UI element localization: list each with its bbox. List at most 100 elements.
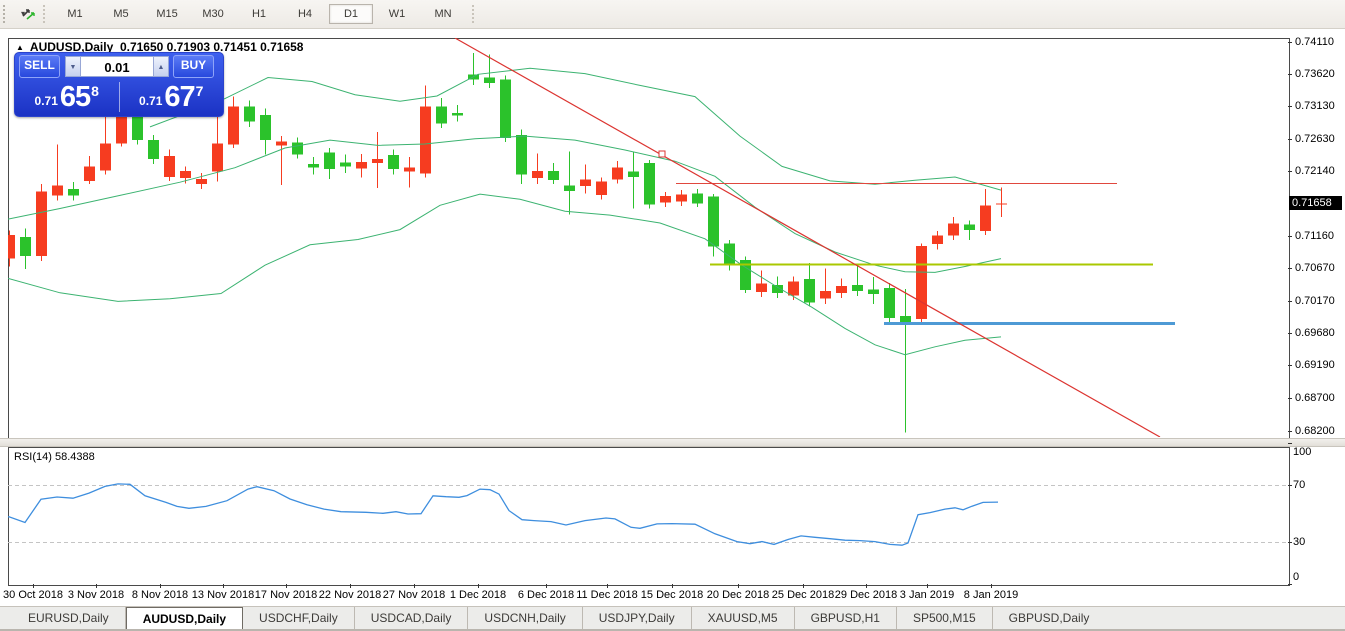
candle-body <box>660 196 671 203</box>
date-axis-label: 17 Nov 2018 <box>254 589 318 601</box>
chart-tab-usdcnh[interactable]: USDCNH,Daily <box>468 607 583 629</box>
price-axis-label: 0.74110 <box>1295 35 1334 48</box>
date-tick <box>607 584 608 588</box>
date-tick <box>223 584 224 588</box>
toolbar-drag-handle[interactable] <box>3 5 10 23</box>
date-axis-label: 8 Nov 2018 <box>131 589 189 601</box>
chart-tab-usdcad[interactable]: USDCAD,Daily <box>355 607 469 629</box>
timeframe-button-m1[interactable]: M1 <box>67 8 83 20</box>
panel-resize-divider[interactable] <box>0 438 1345 447</box>
date-tick <box>414 584 415 588</box>
candle-body <box>84 166 95 181</box>
toolbar-separator <box>472 5 475 23</box>
timeframe-button-w1[interactable]: W1 <box>388 8 406 20</box>
chart-tab-gbpusd[interactable]: GBPUSD,H1 <box>795 607 897 629</box>
rsi-indicator-label: RSI(14) 58.4388 <box>14 451 95 463</box>
candle-body <box>516 134 527 175</box>
chart-tab-xauusd[interactable]: XAUUSD,M5 <box>692 607 795 629</box>
candle-body <box>772 284 783 293</box>
buy-price-pip: 7 <box>195 83 204 99</box>
collapse-panel-icon[interactable]: ▲ <box>16 43 24 52</box>
date-tick <box>546 584 547 588</box>
price-tick <box>1288 365 1292 367</box>
rsi-axis-label: 0 <box>1293 570 1300 583</box>
chart-tab-sp500[interactable]: SP500,M15 <box>897 607 993 629</box>
buy-button[interactable]: BUY <box>173 55 214 78</box>
candle-body <box>644 163 655 205</box>
date-tick <box>33 584 34 588</box>
trendline[interactable] <box>454 38 1161 437</box>
rsi-axis-label: 30 <box>1293 535 1306 548</box>
timeframe-buttons: M1 M5 M15 M30 H1 H4 D1 W1 MN <box>53 4 465 24</box>
timeframe-button-h4[interactable]: H4 <box>297 8 313 20</box>
timeframe-button-d1[interactable]: D1 <box>329 4 374 24</box>
price-axis-label: 0.69190 <box>1295 359 1335 372</box>
candle-body <box>580 179 591 187</box>
chart-ohlc-values: 0.71650 0.71903 0.71451 0.71658 <box>119 40 304 54</box>
rsi-canvas[interactable] <box>8 447 1288 584</box>
candle-body <box>404 167 415 172</box>
date-axis-label: 6 Dec 2018 <box>517 589 575 601</box>
date-axis-label: 11 Dec 2018 <box>576 589 638 601</box>
price-axis-label: 0.71160 <box>1295 229 1334 242</box>
sell-button[interactable]: SELL <box>19 55 60 78</box>
chart-tab-usdchf[interactable]: USDCHF,Daily <box>243 607 355 629</box>
rsi-tick <box>1288 442 1292 444</box>
price-tick <box>1288 171 1292 173</box>
volume-increase-button[interactable]: ▲ <box>153 56 169 77</box>
candle-body <box>548 171 559 181</box>
timeframe-button-m5[interactable]: M5 <box>113 8 129 20</box>
chevron-down-icon: ▾ <box>21 9 26 18</box>
chart-tab-usdjpy[interactable]: USDJPY,Daily <box>583 607 692 629</box>
candle-body <box>436 106 447 124</box>
price-tick <box>1288 73 1292 75</box>
price-tick <box>1288 106 1292 107</box>
candle-body <box>596 181 607 195</box>
charts-menu-button[interactable]: ▾ <box>16 7 35 21</box>
date-axis-label: 27 Nov 2018 <box>382 589 446 601</box>
candle-body <box>820 290 831 299</box>
price-tick <box>1288 267 1292 269</box>
volume-input[interactable]: 0.01 <box>81 56 153 77</box>
timeframe-button-h1[interactable]: H1 <box>251 8 267 20</box>
candle-body <box>804 279 815 303</box>
date-tick <box>478 584 479 588</box>
rsi-axis-label: 70 <box>1293 479 1306 492</box>
candle-body <box>964 224 975 231</box>
date-axis-label: 1 Dec 2018 <box>449 589 507 601</box>
candle-body <box>868 289 879 295</box>
candle-body <box>180 171 191 179</box>
price-axis-label: 0.72630 <box>1295 132 1335 145</box>
trendline-handle[interactable] <box>658 150 666 158</box>
date-tick <box>160 584 161 588</box>
candle-body <box>36 191 47 256</box>
chart-symbol-label: AUDUSD,Daily <box>29 40 114 54</box>
candle-body <box>100 143 111 171</box>
candle-body <box>948 223 959 236</box>
timeframe-button-mn[interactable]: MN <box>434 8 452 20</box>
buy-price-display[interactable]: 0.71 67 7 <box>120 79 224 115</box>
timeframe-button-m15[interactable]: M15 <box>156 8 178 20</box>
volume-decrease-button[interactable]: ▼ <box>65 56 81 77</box>
candle-body <box>244 106 255 122</box>
buy-price-big: 67 <box>164 81 195 114</box>
bollinger-middle-band <box>8 135 1002 273</box>
date-tick <box>991 584 992 588</box>
date-tick <box>672 584 673 588</box>
date-axis-label: 30 Oct 2018 <box>3 589 63 601</box>
price-axis-label: 0.72140 <box>1295 165 1335 178</box>
sell-price-display[interactable]: 0.71 65 8 <box>15 79 119 115</box>
date-axis-label: 22 Nov 2018 <box>318 589 382 601</box>
candle-body <box>628 171 639 177</box>
chart-tab-audusd[interactable]: AUDUSD,Daily <box>125 607 244 629</box>
rsi-tick <box>1288 485 1292 487</box>
candle-body <box>212 143 223 172</box>
price-tick <box>1288 235 1292 237</box>
chart-tab-gbpusd[interactable]: GBPUSD,Daily <box>1008 611 1090 625</box>
chart-tab-eurusd[interactable]: EURUSD,Daily <box>12 607 126 629</box>
candle-body <box>676 194 687 202</box>
price-tick <box>1288 138 1292 140</box>
price-chart-canvas[interactable] <box>8 38 1288 437</box>
timeframe-button-m30[interactable]: M30 <box>202 8 224 20</box>
